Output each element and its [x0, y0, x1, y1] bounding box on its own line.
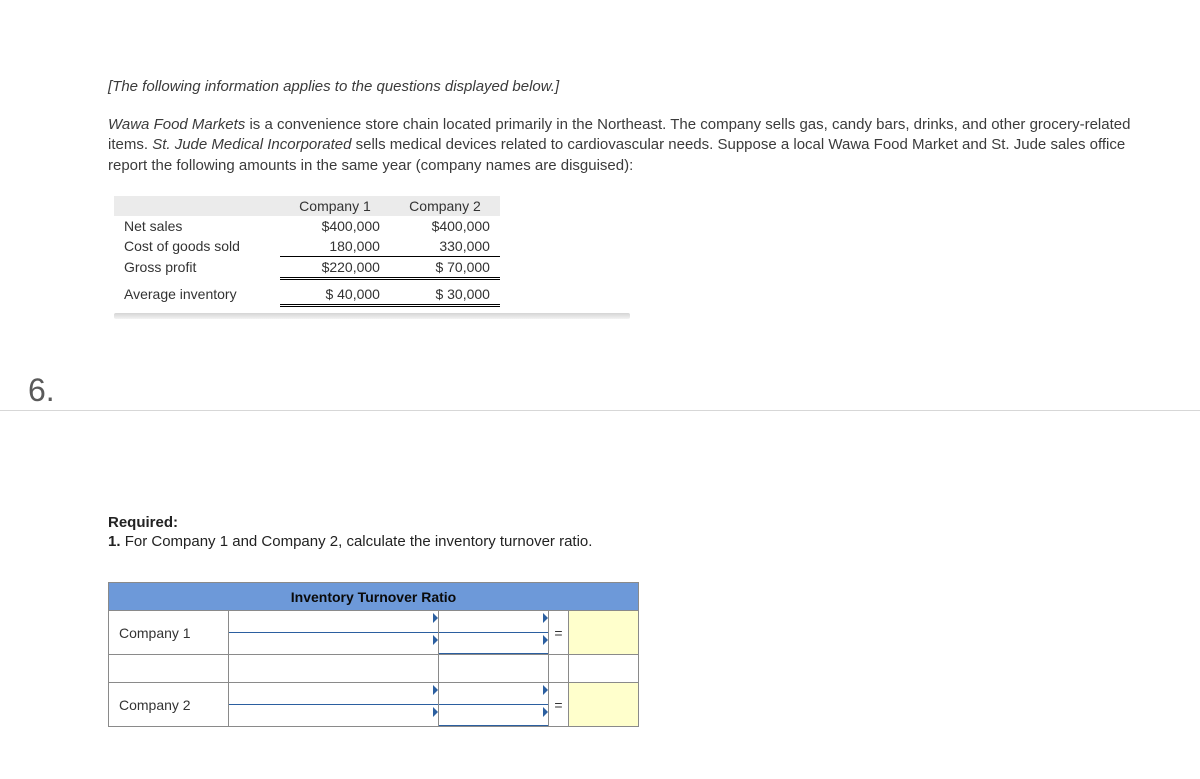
- answer-table: Inventory Turnover Ratio Company 1 =: [108, 582, 639, 727]
- col-header-blank: [114, 196, 280, 216]
- required-section: Required: 1. For Company 1 and Company 2…: [108, 514, 1168, 550]
- table-shadow: [114, 313, 630, 319]
- cell-c2: $ 30,000: [390, 278, 500, 305]
- table-header-row: Company 1 Company 2: [114, 196, 500, 216]
- answer-header-row: Inventory Turnover Ratio: [109, 583, 639, 611]
- spacer-cell: [439, 655, 549, 683]
- table-row: Gross profit $220,000 $ 70,000: [114, 256, 500, 278]
- numerator-denominator-col: [229, 611, 439, 655]
- equals-sign: =: [549, 611, 569, 655]
- spacer-cell: [549, 655, 569, 683]
- row-label-company2: Company 2: [109, 683, 229, 727]
- company1-result-input[interactable]: [569, 611, 639, 655]
- spacer-result-cell: [569, 655, 639, 683]
- company2-denominator-value-input[interactable]: [439, 705, 548, 727]
- table-row: Net sales $400,000 $400,000: [114, 216, 500, 236]
- values-col: [439, 683, 549, 727]
- company1-numerator-input[interactable]: [229, 611, 438, 633]
- row-label: Cost of goods sold: [114, 236, 280, 257]
- answer-table-wrap: Inventory Turnover Ratio Company 1 =: [108, 582, 639, 727]
- cell-c1: $ 40,000: [280, 278, 390, 305]
- col-header-c2: Company 2: [390, 196, 500, 216]
- company2-result-input[interactable]: [569, 683, 639, 727]
- row-label: Gross profit: [114, 256, 280, 278]
- question-body: [The following information applies to th…: [108, 78, 1168, 319]
- values-col: [439, 611, 549, 655]
- page: [The following information applies to th…: [0, 0, 1200, 779]
- table-row: Company 1 =: [109, 611, 639, 655]
- company2-numerator-input[interactable]: [229, 683, 438, 705]
- company1-denominator-value-input[interactable]: [439, 633, 548, 655]
- required-line-bold: 1.: [108, 533, 121, 550]
- question-number: 6.: [28, 372, 55, 409]
- intro-note: [The following information applies to th…: [108, 78, 1168, 95]
- table-row: [109, 655, 639, 683]
- financial-table-wrap: Company 1 Company 2 Net sales $400,000 $…: [114, 196, 1168, 319]
- financial-table: Company 1 Company 2 Net sales $400,000 $…: [114, 196, 500, 307]
- required-header: Required:: [108, 514, 1168, 531]
- company1-denominator-input[interactable]: [229, 633, 438, 654]
- company2-denominator-input[interactable]: [229, 705, 438, 726]
- table-row: Average inventory $ 40,000 $ 30,000: [114, 278, 500, 305]
- numerator-denominator-col: [229, 683, 439, 727]
- company-name-1: Wawa Food Markets: [108, 116, 245, 133]
- required-line-text: For Company 1 and Company 2, calculate t…: [125, 533, 593, 550]
- divider: [0, 410, 1200, 411]
- cell-c1: $400,000: [280, 216, 390, 236]
- required-line: 1. For Company 1 and Company 2, calculat…: [108, 533, 1168, 550]
- cell-c2: 330,000: [390, 236, 500, 257]
- company2-numerator-value-input[interactable]: [439, 683, 548, 705]
- row-label-company1: Company 1: [109, 611, 229, 655]
- company1-numerator-value-input[interactable]: [439, 611, 548, 633]
- cell-c1: 180,000: [280, 236, 390, 257]
- row-label: Net sales: [114, 216, 280, 236]
- cell-c2: $ 70,000: [390, 256, 500, 278]
- table-row: Cost of goods sold 180,000 330,000: [114, 236, 500, 257]
- cell-c1: $220,000: [280, 256, 390, 278]
- cell-c2: $400,000: [390, 216, 500, 236]
- row-label: Average inventory: [114, 278, 280, 305]
- col-header-c1: Company 1: [280, 196, 390, 216]
- scenario-paragraph: Wawa Food Markets is a convenience store…: [108, 115, 1168, 176]
- answer-header: Inventory Turnover Ratio: [109, 583, 639, 611]
- company-name-2: St. Jude Medical Incorporated: [152, 136, 351, 153]
- table-row: Company 2 =: [109, 683, 639, 727]
- equals-sign: =: [549, 683, 569, 727]
- spacer-cell: [229, 655, 439, 683]
- row-label-spacer: [109, 655, 229, 683]
